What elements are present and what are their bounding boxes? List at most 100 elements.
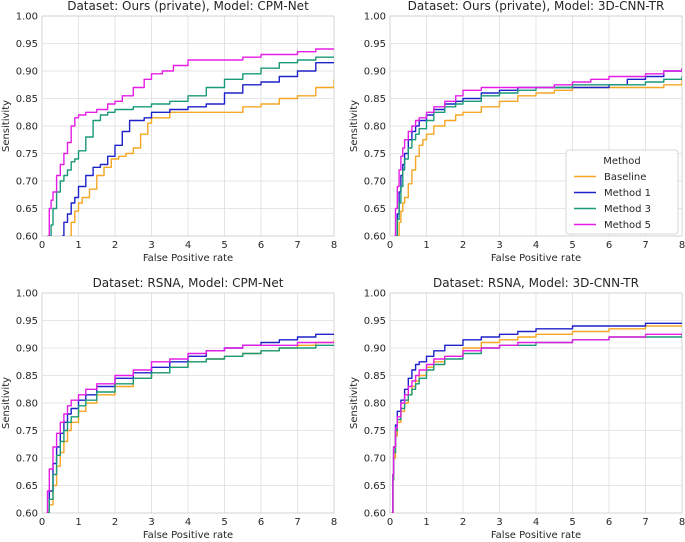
y-tick-label: 0.65 <box>16 481 38 492</box>
x-tick-label: 6 <box>606 240 612 251</box>
series-group <box>394 68 682 236</box>
y-tick-label: 0.85 <box>16 371 38 382</box>
x-axis-label: False Positive rate <box>143 530 233 541</box>
y-tick-label: 0.60 <box>16 232 38 243</box>
series-line-method-3 <box>49 56 334 236</box>
series-line-method-5 <box>46 341 334 513</box>
y-tick-label: 0.80 <box>364 399 386 410</box>
plot-frame <box>389 292 683 514</box>
x-tick-label: 3 <box>496 240 502 251</box>
plot-frame <box>41 292 335 514</box>
y-tick-label: 0.70 <box>16 177 38 188</box>
x-tick-label: 7 <box>642 240 648 251</box>
y-tick-label: 0.85 <box>16 94 38 105</box>
y-tick-label: 0.60 <box>364 232 386 243</box>
chart-panel-1: 0 1 2 3 4 5 6 7 8 0.60 0.65 0.70 0.75 0.80 0.85 0.90 0.9… <box>1 0 337 264</box>
y-tick-label: 0.75 <box>16 149 38 160</box>
x-tick-label: 4 <box>185 517 191 528</box>
x-tick-label: 0 <box>387 240 393 251</box>
x-tick-label: 3 <box>148 240 154 251</box>
y-axis-label: Sensitivity <box>349 100 360 152</box>
series-line-method-5 <box>394 68 682 236</box>
legend-box <box>565 149 679 235</box>
y-tick-label: 0.95 <box>364 316 386 327</box>
legend-entry-label: Method 5 <box>604 220 651 231</box>
x-tick-label: 5 <box>221 517 227 528</box>
x-axis-label: False Positive rate <box>143 253 233 264</box>
y-axis-label: Sensitivity <box>349 377 360 429</box>
x-tick-label: 5 <box>569 517 575 528</box>
x-tick-label: 1 <box>75 240 81 251</box>
y-tick-label: 0.85 <box>364 371 386 382</box>
x-tick-label: 8 <box>679 240 685 251</box>
x-tick-label: 8 <box>331 240 337 251</box>
chart-panel-4: 0 1 2 3 4 5 6 7 8 0.60 0.65 0.70 0.75 0.80 0.85 0.90 0.9… <box>349 276 685 541</box>
y-tick-label: 0.95 <box>364 39 386 50</box>
y-tick-label: 0.60 <box>16 509 38 520</box>
legend-entry-label: Method 1 <box>604 188 651 199</box>
chart-panel-3: 0 1 2 3 4 5 6 7 8 0.60 0.65 0.70 0.75 0.80 0.85 0.90 0.9… <box>1 276 337 541</box>
y-tick-label: 0.70 <box>364 454 386 465</box>
x-tick-label: 3 <box>148 517 154 528</box>
x-tick-label: 7 <box>294 517 300 528</box>
x-tick-label: 2 <box>460 517 466 528</box>
y-tick-label: 0.60 <box>364 509 386 520</box>
x-tick-label: 2 <box>112 240 118 251</box>
chart-title: Dataset: Ours (private), Model: 3D-CNN-T… <box>408 0 665 13</box>
y-tick-label: 0.65 <box>16 204 38 215</box>
x-tick-label: 4 <box>185 240 191 251</box>
x-tick-label: 6 <box>258 517 264 528</box>
x-tick-label: 0 <box>39 240 45 251</box>
y-tick-label: 1.00 <box>364 12 386 23</box>
y-tick-label: 0.95 <box>16 39 38 50</box>
y-tick-label: 0.75 <box>364 149 386 160</box>
y-axis-label: Sensitivity <box>1 377 12 429</box>
y-tick-label: 0.75 <box>16 426 38 437</box>
series-group <box>47 48 334 236</box>
y-tick-label: 0.80 <box>364 122 386 133</box>
x-tick-label: 0 <box>39 517 45 528</box>
series-line-method-1 <box>62 62 334 236</box>
x-tick-label: 3 <box>496 517 502 528</box>
y-tick-label: 0.90 <box>16 67 38 78</box>
y-tick-label: 0.85 <box>364 94 386 105</box>
x-tick-label: 5 <box>569 240 575 251</box>
x-tick-label: 1 <box>423 517 429 528</box>
chart-title: Dataset: RSNA, Model: CPM-Net <box>93 276 284 290</box>
y-axis-label: Sensitivity <box>1 100 12 152</box>
series-line-method-1 <box>47 333 334 513</box>
y-tick-label: 1.00 <box>364 289 386 300</box>
chart-title: Dataset: RSNA, Model: 3D-CNN-TR <box>433 276 639 290</box>
legend-entry-label: Baseline <box>604 172 646 183</box>
y-tick-label: 0.65 <box>364 204 386 215</box>
x-tick-label: 8 <box>331 517 337 528</box>
y-tick-label: 1.00 <box>16 289 38 300</box>
x-tick-label: 6 <box>258 240 264 251</box>
legend: Method Baseline Method 1 Method 3 Method 5 <box>565 149 679 235</box>
plot-frame <box>389 15 683 237</box>
x-tick-label: 2 <box>460 240 466 251</box>
y-tick-label: 0.90 <box>364 67 386 78</box>
series-group <box>391 322 682 513</box>
x-tick-label: 4 <box>533 517 539 528</box>
y-tick-label: 0.65 <box>364 481 386 492</box>
x-tick-label: 7 <box>294 240 300 251</box>
y-tick-label: 0.70 <box>364 177 386 188</box>
y-tick-label: 0.75 <box>364 426 386 437</box>
x-tick-label: 4 <box>533 240 539 251</box>
x-axis-label: False Positive rate <box>491 253 581 264</box>
series-line-method-3 <box>395 76 682 236</box>
x-tick-label: 8 <box>679 517 685 528</box>
y-tick-label: 0.70 <box>16 454 38 465</box>
chart-panel-2: 0 1 2 3 4 5 6 7 8 0.60 0.65 0.70 0.75 0.80 0.85 0.90 0.9… <box>349 0 685 264</box>
x-tick-label: 2 <box>112 517 118 528</box>
x-tick-label: 0 <box>387 517 393 528</box>
x-tick-label: 1 <box>75 517 81 528</box>
series-line-baseline <box>69 79 334 236</box>
y-tick-label: 0.80 <box>16 122 38 133</box>
y-tick-label: 0.90 <box>16 344 38 355</box>
legend-entry-label: Method 3 <box>604 204 651 215</box>
x-tick-label: 5 <box>221 240 227 251</box>
y-tick-label: 0.80 <box>16 399 38 410</box>
